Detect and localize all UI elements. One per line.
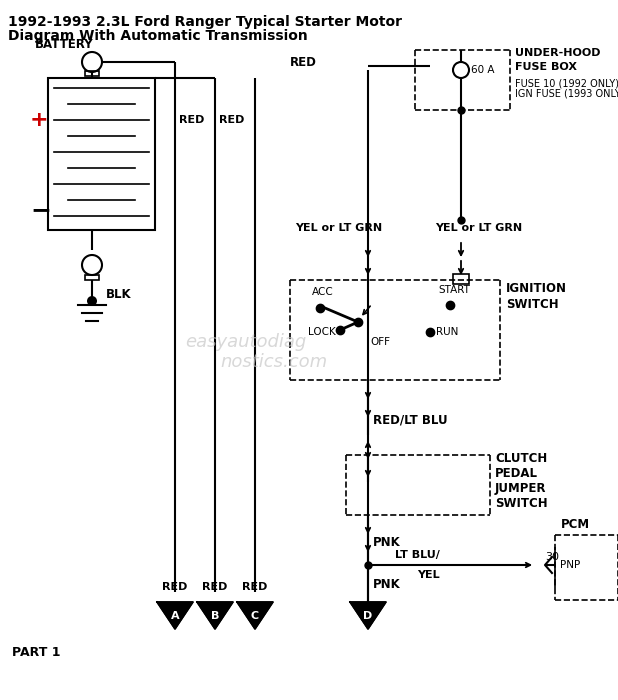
Text: BATTERY: BATTERY — [35, 38, 93, 52]
Text: RUN: RUN — [436, 327, 459, 337]
Text: +: + — [30, 110, 49, 130]
Text: −: − — [30, 198, 51, 222]
Text: RED: RED — [202, 582, 227, 592]
Polygon shape — [237, 602, 273, 629]
Text: 60 A: 60 A — [471, 65, 494, 75]
Text: RED: RED — [290, 57, 317, 69]
Text: SWITCH: SWITCH — [495, 497, 548, 510]
Text: RED/LT BLU: RED/LT BLU — [373, 414, 447, 426]
Text: BLK: BLK — [106, 288, 132, 302]
Text: FUSE 10 (1992 ONLY): FUSE 10 (1992 ONLY) — [515, 78, 618, 88]
Text: YEL or LT GRN: YEL or LT GRN — [435, 223, 522, 233]
Text: C: C — [251, 611, 259, 622]
Text: PNP: PNP — [560, 560, 580, 570]
Text: A: A — [171, 611, 179, 622]
Text: B: B — [211, 611, 219, 622]
Bar — [85, 71, 99, 76]
Bar — [48, 78, 155, 230]
Text: PART 1: PART 1 — [12, 645, 61, 659]
Text: RED: RED — [179, 115, 205, 125]
Text: 1992-1993 2.3L Ford Ranger Typical Starter Motor: 1992-1993 2.3L Ford Ranger Typical Start… — [8, 15, 402, 29]
Text: RED: RED — [219, 115, 244, 125]
Polygon shape — [157, 602, 193, 629]
Text: D: D — [363, 611, 373, 622]
Text: LT BLU/: LT BLU/ — [395, 550, 440, 560]
Text: YEL or LT GRN: YEL or LT GRN — [295, 223, 382, 233]
Text: Diagram With Automatic Transmission: Diagram With Automatic Transmission — [8, 29, 308, 43]
Text: CLUTCH: CLUTCH — [495, 452, 548, 465]
Text: PCM: PCM — [561, 519, 590, 531]
Polygon shape — [350, 602, 386, 629]
Text: YEL: YEL — [417, 570, 440, 580]
Text: PEDAL: PEDAL — [495, 467, 538, 480]
Text: RED: RED — [242, 582, 268, 592]
Text: LOCK: LOCK — [308, 327, 336, 337]
Text: IGN FUSE (1993 ONLY): IGN FUSE (1993 ONLY) — [515, 88, 618, 98]
Text: 30: 30 — [545, 552, 559, 562]
Text: FUSE BOX: FUSE BOX — [515, 62, 577, 72]
Text: START: START — [438, 285, 470, 295]
Text: RED: RED — [163, 582, 188, 592]
Text: nostics.com: nostics.com — [220, 353, 327, 371]
Text: IGNITION: IGNITION — [506, 282, 567, 295]
Polygon shape — [197, 602, 233, 629]
Text: OFF: OFF — [370, 337, 390, 347]
Text: SWITCH: SWITCH — [506, 298, 559, 311]
Text: ACC: ACC — [312, 287, 334, 297]
Text: PNK: PNK — [373, 578, 400, 592]
Circle shape — [87, 296, 97, 306]
Text: JUMPER: JUMPER — [495, 482, 546, 495]
Bar — [453, 274, 469, 284]
Bar — [85, 275, 99, 280]
Text: PNK: PNK — [373, 536, 400, 549]
Text: easyautodiag: easyautodiag — [185, 333, 307, 351]
Text: UNDER-HOOD: UNDER-HOOD — [515, 48, 601, 58]
